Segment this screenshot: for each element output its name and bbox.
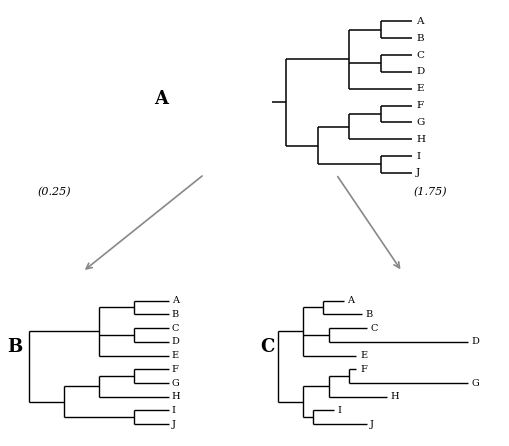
Text: H: H <box>390 392 398 401</box>
Text: (0.25): (0.25) <box>38 187 71 197</box>
Text: B: B <box>364 310 372 319</box>
Text: F: F <box>415 101 422 110</box>
Text: E: E <box>172 351 179 360</box>
Text: B: B <box>415 34 423 43</box>
Text: I: I <box>415 152 419 161</box>
Text: H: H <box>172 392 180 401</box>
Text: F: F <box>359 365 366 374</box>
Text: G: G <box>471 379 478 388</box>
Text: C: C <box>370 323 377 333</box>
Text: C: C <box>260 338 274 356</box>
Text: J: J <box>172 420 176 429</box>
Text: E: E <box>415 84 423 93</box>
Text: (1.75): (1.75) <box>412 187 446 197</box>
Text: D: D <box>415 67 423 76</box>
Text: I: I <box>172 406 176 415</box>
Text: D: D <box>172 337 179 346</box>
Text: D: D <box>471 337 478 346</box>
Text: A: A <box>347 296 354 305</box>
Text: A: A <box>172 296 179 305</box>
Text: C: C <box>172 323 179 333</box>
Text: A: A <box>154 90 168 108</box>
Text: A: A <box>415 17 423 26</box>
Text: C: C <box>415 50 423 59</box>
Text: F: F <box>172 365 178 374</box>
Text: J: J <box>415 169 420 178</box>
Text: B: B <box>172 310 179 319</box>
Text: B: B <box>8 338 23 356</box>
Text: H: H <box>415 135 425 144</box>
Text: G: G <box>172 379 179 388</box>
Text: J: J <box>370 420 374 429</box>
Text: G: G <box>415 118 424 127</box>
Text: E: E <box>359 351 366 360</box>
Text: I: I <box>336 406 341 415</box>
